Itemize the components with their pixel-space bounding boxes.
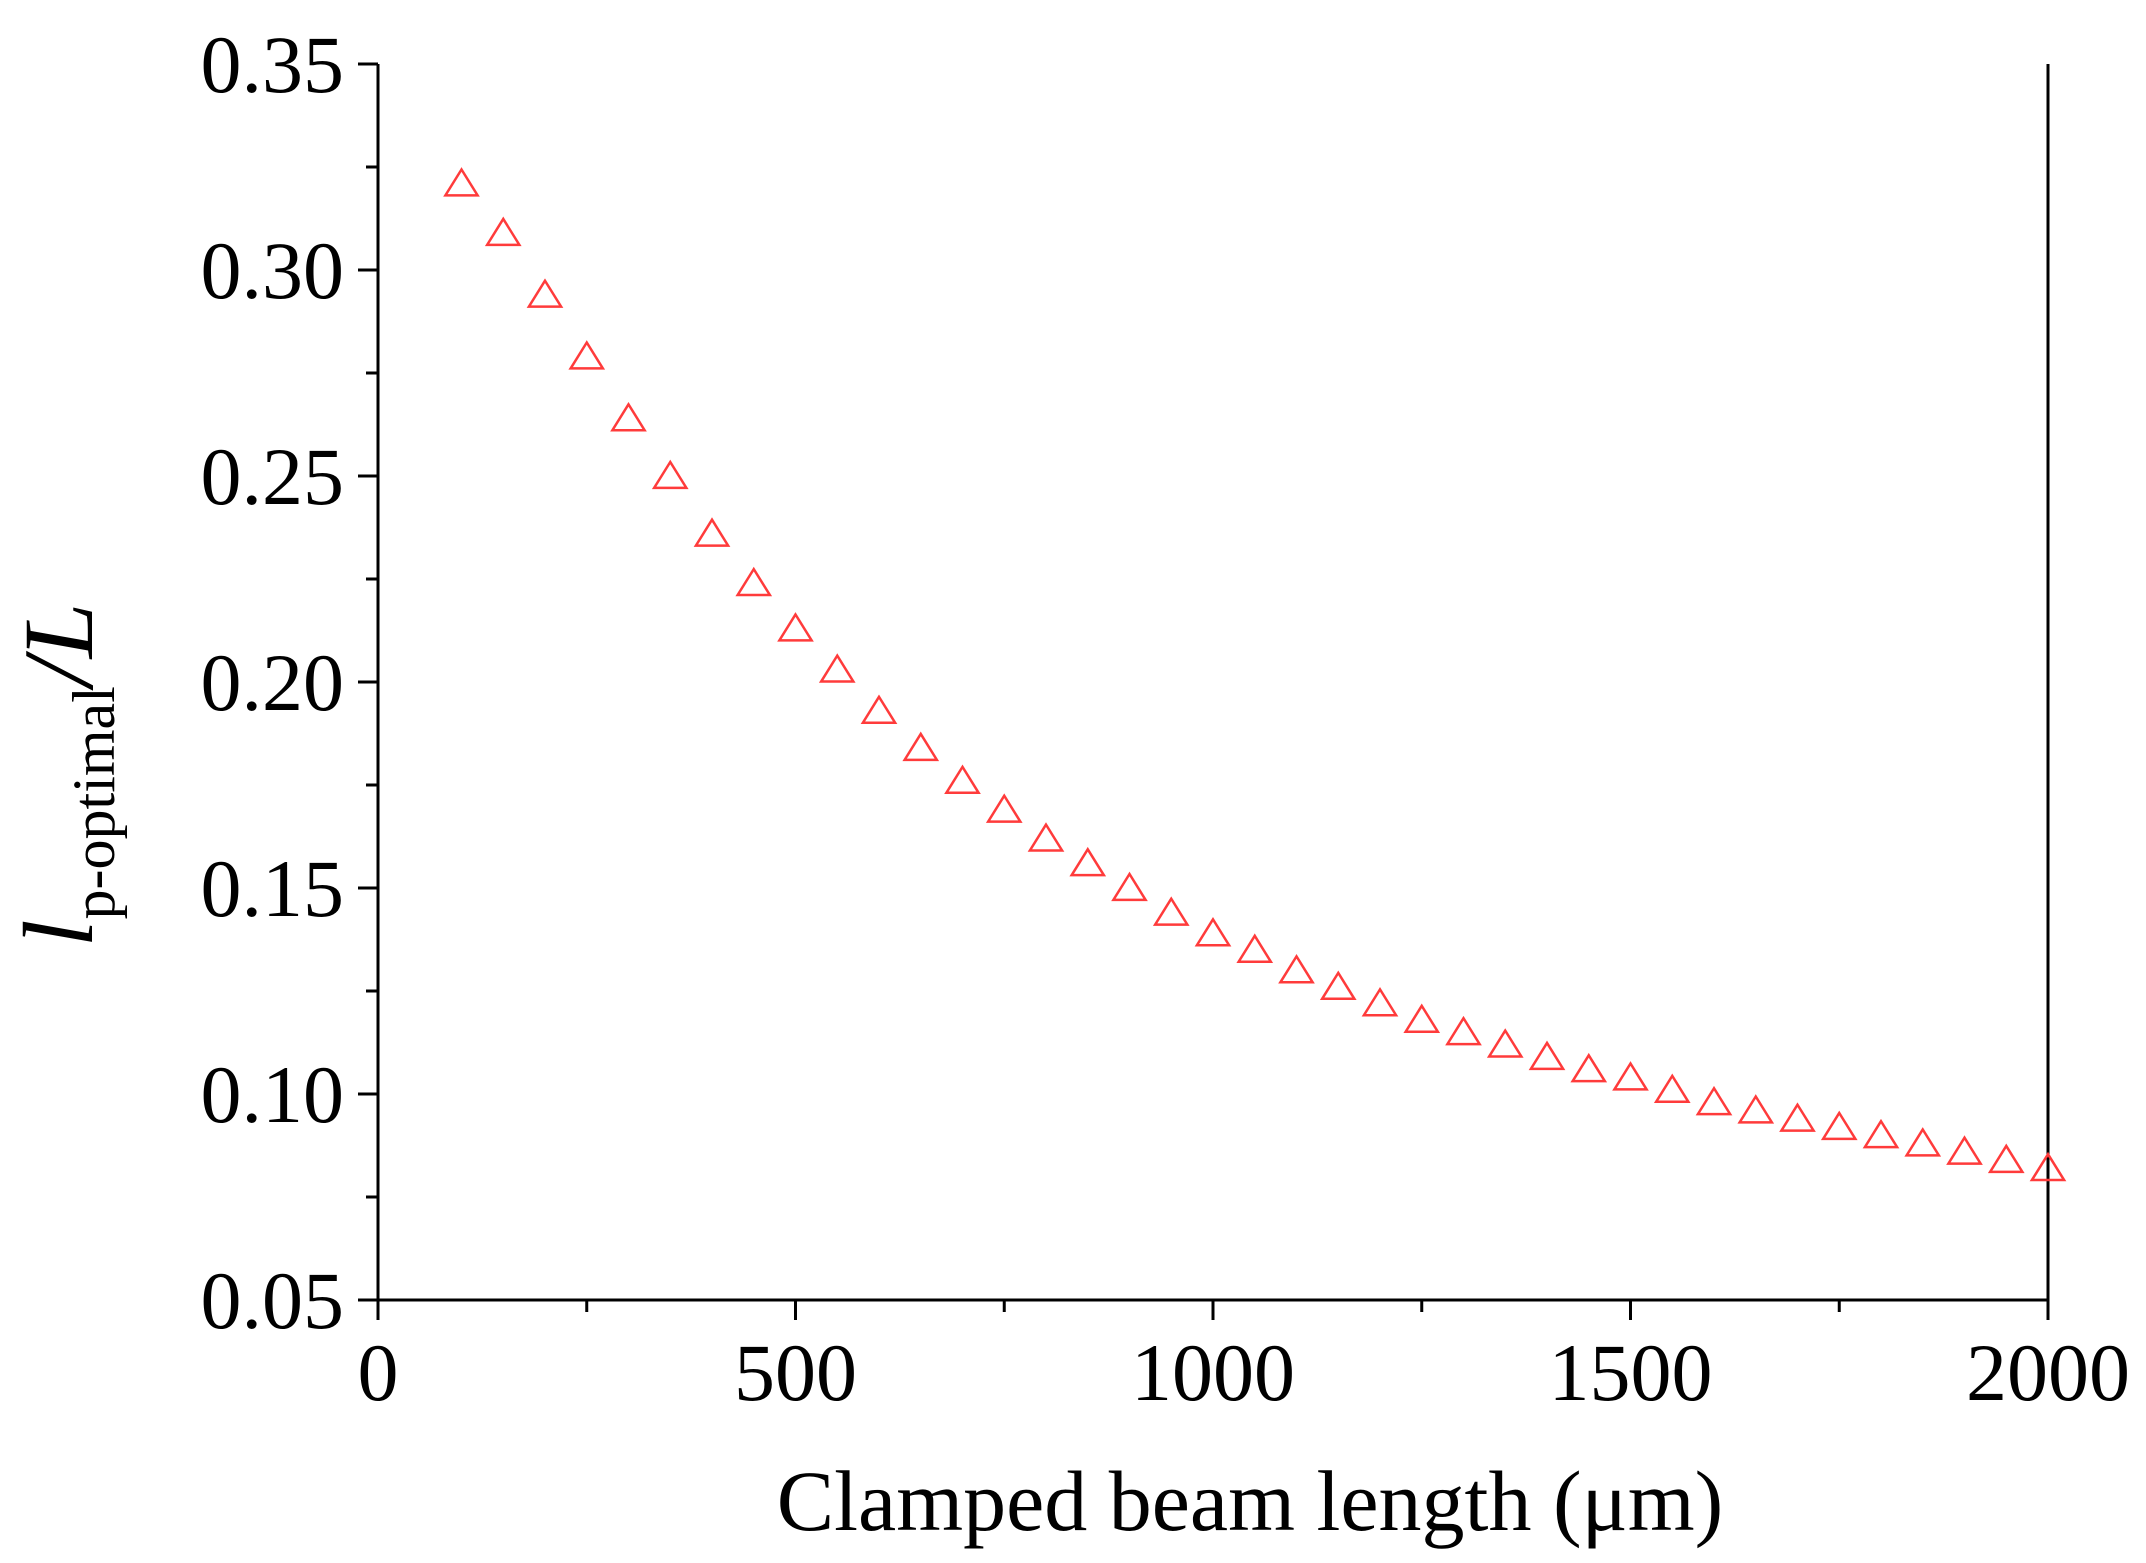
data-point — [443, 167, 480, 197]
data-point — [1194, 916, 1232, 947]
data-point — [860, 694, 898, 724]
data-point — [693, 517, 731, 547]
plot-frame — [376, 64, 2050, 1302]
data-point — [902, 731, 940, 762]
data-point — [1278, 954, 1315, 984]
data-point — [735, 566, 773, 597]
data-point — [1987, 1143, 2025, 1174]
data-point — [1445, 1015, 1482, 1046]
data-point — [526, 278, 564, 308]
data-point — [1528, 1040, 1566, 1071]
data-point — [484, 216, 522, 247]
data-point — [1737, 1094, 1775, 1124]
x-axis-ticks: 0 500 1000 1500 2000 — [358, 1300, 2130, 1418]
data-point — [1027, 822, 1065, 852]
x-tick-label: 500 — [734, 1327, 857, 1418]
data-point — [568, 340, 606, 370]
data-point — [1570, 1052, 1608, 1083]
data-point — [1403, 1003, 1441, 1033]
data-point — [610, 401, 647, 432]
data-point — [1069, 846, 1107, 877]
data-series — [443, 167, 2067, 1182]
x-tick-label: 1500 — [1549, 1327, 1713, 1418]
data-point — [1236, 933, 1274, 963]
data-point — [777, 612, 814, 642]
x-axis-title: Clamped beam length (μm) — [777, 1453, 1723, 1549]
y-tick-label: 0.30 — [201, 225, 345, 316]
y-tick-label: 0.05 — [201, 1255, 345, 1346]
data-point — [944, 764, 981, 795]
x-tick-label: 0 — [358, 1327, 399, 1418]
data-point — [1612, 1061, 1649, 1091]
data-point — [1319, 970, 1357, 1001]
data-point — [651, 459, 689, 490]
data-point — [1820, 1110, 1858, 1141]
data-point — [2029, 1151, 2067, 1182]
data-point — [1486, 1028, 1524, 1058]
data-point — [1779, 1102, 1816, 1132]
data-point — [1904, 1127, 1942, 1157]
y-tick-label: 0.35 — [201, 19, 345, 110]
y-tick-label: 0.20 — [201, 637, 345, 728]
y-axis-title: lp-optimal/L — [3, 603, 127, 948]
data-point — [1111, 871, 1148, 902]
x-tick-label: 2000 — [1966, 1327, 2130, 1418]
y-tick-label: 0.25 — [201, 431, 345, 522]
data-point — [1695, 1085, 1733, 1116]
x-tick-label: 1000 — [1131, 1327, 1295, 1418]
y-axis-title-suffix: /L — [3, 603, 114, 691]
data-point — [818, 653, 856, 683]
data-point — [1653, 1073, 1691, 1104]
y-tick-label: 0.15 — [201, 843, 345, 934]
y-tick-label: 0.10 — [201, 1049, 345, 1140]
data-point — [1862, 1118, 1900, 1149]
y-axis-ticks: 0.05 0.10 0.15 0.20 0.25 0.30 0.35 — [201, 19, 378, 1346]
y-axis-title-main: l — [3, 919, 114, 947]
data-point — [1152, 896, 1190, 926]
data-point — [1946, 1135, 1983, 1165]
data-point — [1361, 986, 1399, 1017]
data-point — [985, 793, 1023, 823]
y-axis-title-subscript: p-optimal — [61, 686, 127, 919]
